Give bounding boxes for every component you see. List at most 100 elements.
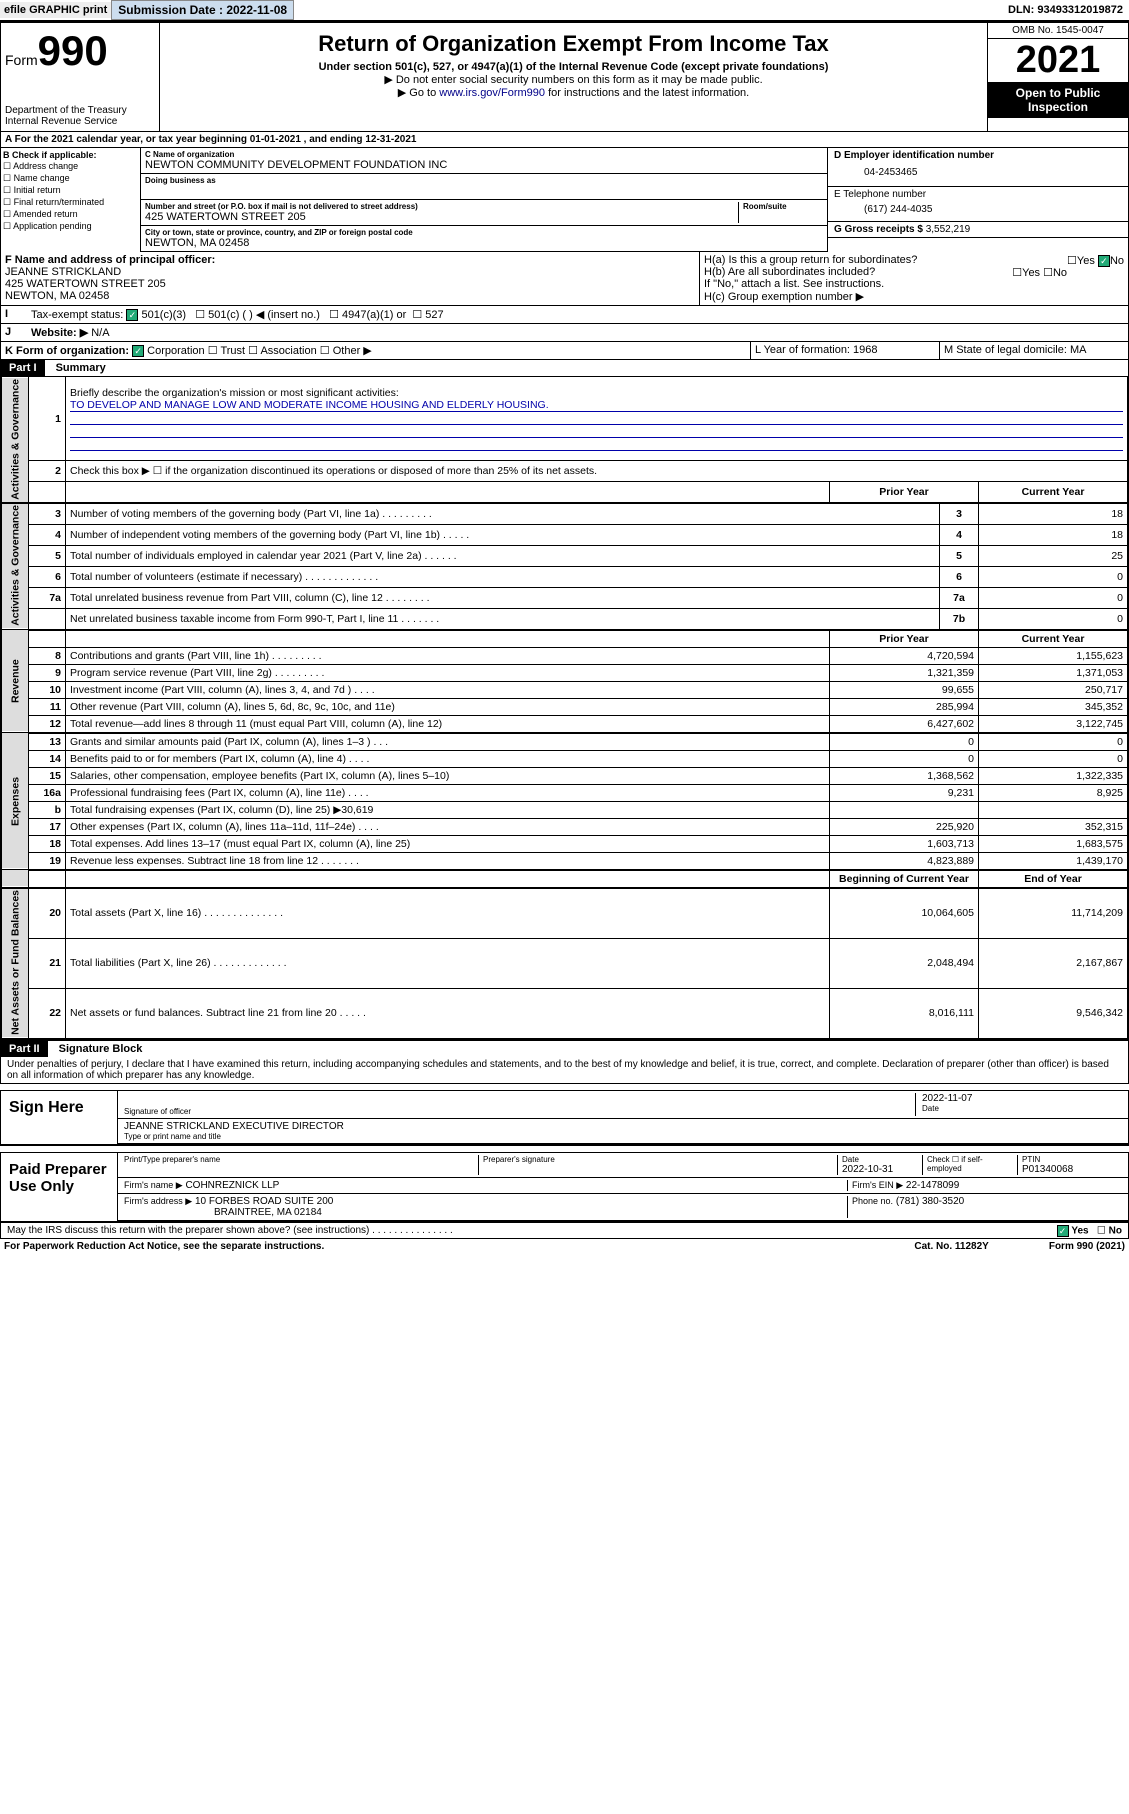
warn-text: ▶ Do not enter social security numbers o… [164, 73, 983, 86]
chk-address-change[interactable]: ☐ Address change [3, 161, 138, 172]
hdr-prior: Prior Year [830, 482, 979, 503]
officer-addr1: 425 WATERTOWN STREET 205 [5, 278, 695, 290]
side-tab: Activities & Governance [2, 503, 29, 629]
gross-label: G Gross receipts $ [834, 224, 923, 235]
sign-here-block: Sign Here Signature of officer 2022-11-0… [0, 1090, 1129, 1146]
discuss-yes: Yes [1071, 1225, 1088, 1236]
firm-addr1: 10 FORBES ROAD SUITE 200 [195, 1196, 333, 1207]
hb-note: If "No," attach a list. See instructions… [704, 278, 1124, 290]
opt-trust: Trust [220, 345, 245, 357]
website-label: Website: ▶ [31, 327, 88, 339]
chk-final-return[interactable]: ☐ Final return/terminated [3, 197, 138, 208]
discuss-text: May the IRS discuss this return with the… [7, 1225, 453, 1236]
city-state-zip: NEWTON, MA 02458 [145, 237, 823, 249]
table-row: Net Assets or Fund Balances20Total asset… [2, 888, 1128, 938]
street-address: 425 WATERTOWN STREET 205 [145, 211, 738, 223]
table-row: Net unrelated business taxable income fr… [2, 608, 1128, 629]
opt-501c: 501(c) ( ) ◀ (insert no.) [208, 309, 320, 321]
footer-right: Form 990 (2021) [1049, 1241, 1125, 1252]
goto-link[interactable]: www.irs.gov/Form990 [439, 87, 545, 99]
firm-ein-lbl: Firm's EIN ▶ [852, 1180, 903, 1190]
signer-name: JEANNE STRICKLAND EXECUTIVE DIRECTOR [124, 1121, 344, 1132]
phone-val: (781) 380-3520 [896, 1196, 964, 1207]
table-row: 6Total number of volunteers (estimate if… [2, 566, 1128, 587]
sign-here-label: Sign Here [1, 1091, 118, 1144]
phone-lbl: Phone no. [852, 1196, 893, 1206]
form-number: 990 [38, 27, 108, 74]
self-emp[interactable]: Check ☐ if self-employed [923, 1155, 1018, 1175]
hb-label: H(b) Are all subordinates included? [704, 266, 875, 278]
state-domicile: M State of legal domicile: MA [939, 342, 1128, 359]
sign-date: 2022-11-07 [922, 1093, 1122, 1104]
q2-text: Check this box ▶ ☐ if the organization d… [66, 461, 1128, 482]
goto-post: for instructions and the latest informat… [545, 87, 749, 99]
table-row: 5Total number of individuals employed in… [2, 545, 1128, 566]
dln: DLN: 93493312019872 [1002, 2, 1129, 18]
tax-exempt-label: Tax-exempt status: [31, 309, 123, 321]
discuss-no: No [1109, 1225, 1122, 1236]
efile-label: efile GRAPHIC print [0, 2, 111, 18]
submission-date[interactable]: Submission Date : 2022-11-08 [111, 0, 294, 20]
goto-pre: ▶ Go to [398, 87, 439, 99]
paid-label: Paid Preparer Use Only [1, 1153, 118, 1221]
chk-amended[interactable]: ☐ Amended return [3, 209, 138, 220]
opt-assoc: Association [260, 345, 316, 357]
firm-addr-lbl: Firm's address ▶ [124, 1196, 192, 1206]
chk-application[interactable]: ☐ Application pending [3, 221, 138, 232]
chk-name-change[interactable]: ☐ Name change [3, 173, 138, 184]
opt-other: Other ▶ [333, 345, 372, 357]
table-row: bTotal fundraising expenses (Part IX, co… [2, 801, 1128, 818]
form-title: Return of Organization Exempt From Incom… [164, 31, 983, 57]
name-title-label: Type or print name and title [124, 1132, 344, 1141]
table-row: 11Other revenue (Part VIII, column (A), … [2, 698, 1128, 715]
ptin-hdr: PTIN [1022, 1155, 1122, 1164]
table-row: 8Contributions and grants (Part VIII, li… [2, 647, 1128, 664]
omb-number: OMB No. 1545-0047 [988, 23, 1128, 39]
tax-year: 2021 [988, 39, 1128, 82]
gross-value: 3,552,219 [926, 224, 971, 235]
org-name-label: C Name of organization [145, 150, 823, 159]
ha-no-check[interactable] [1098, 255, 1110, 267]
table-row: 14Benefits paid to or for members (Part … [2, 750, 1128, 767]
table-row: 10Investment income (Part VIII, column (… [2, 681, 1128, 698]
ha-yes[interactable]: Yes [1077, 255, 1095, 267]
identity-block: B Check if applicable: ☐ Address change … [0, 148, 1129, 252]
q1-label: Briefly describe the organization's miss… [70, 387, 399, 399]
open-inspection: Open to Public Inspection [988, 82, 1128, 118]
ha-label: H(a) Is this a group return for subordin… [704, 254, 917, 266]
tab-governance: Activities & Governance [2, 377, 29, 503]
room-label: Room/suite [743, 202, 823, 211]
table-row: Expenses13Grants and similar amounts pai… [2, 733, 1128, 750]
discuss-yes-chk[interactable] [1057, 1225, 1069, 1237]
side-tab: Net Assets or Fund Balances [2, 888, 29, 1038]
table-row: 12Total revenue—add lines 8 through 11 (… [2, 715, 1128, 732]
hdr-curr: Current Year [979, 482, 1128, 503]
chk-corp[interactable] [132, 345, 144, 357]
ha-no: No [1110, 255, 1124, 267]
form-subtitle: Under section 501(c), 527, or 4947(a)(1)… [164, 61, 983, 73]
opt-501c3: 501(c)(3) [141, 309, 186, 321]
part1-title: Summary [48, 360, 114, 376]
chk-initial-return[interactable]: ☐ Initial return [3, 185, 138, 196]
tel-value: (617) 244-4035 [834, 200, 1122, 219]
row-a-period: A For the 2021 calendar year, or tax yea… [0, 132, 1129, 148]
year-formation: L Year of formation: 1968 [750, 342, 939, 359]
footer-cat: Cat. No. 11282Y [914, 1241, 988, 1252]
chk-501c3[interactable] [126, 309, 138, 321]
col-b-header: B Check if applicable: [3, 150, 138, 160]
summary-table: Activities & Governance 1 Briefly descri… [1, 376, 1128, 503]
prep-date: 2022-10-31 [842, 1164, 922, 1175]
part2-bar: Part II [1, 1041, 48, 1057]
addr-label: Number and street (or P.O. box if mail i… [145, 202, 738, 211]
table-row: 21Total liabilities (Part X, line 26) . … [2, 938, 1128, 988]
officer-addr2: NEWTON, MA 02458 [5, 290, 695, 302]
table-row: Activities & Governance3Number of voting… [2, 503, 1128, 524]
table-row: 15Salaries, other compensation, employee… [2, 767, 1128, 784]
table-row: 16aProfessional fundraising fees (Part I… [2, 784, 1128, 801]
opt-corp: Corporation [147, 345, 204, 357]
city-label: City or town, state or province, country… [145, 228, 823, 237]
table-row: 7aTotal unrelated business revenue from … [2, 587, 1128, 608]
table-row: 17Other expenses (Part IX, column (A), l… [2, 818, 1128, 835]
side-tab: Expenses [2, 733, 29, 869]
part1-bar: Part I [1, 360, 45, 376]
